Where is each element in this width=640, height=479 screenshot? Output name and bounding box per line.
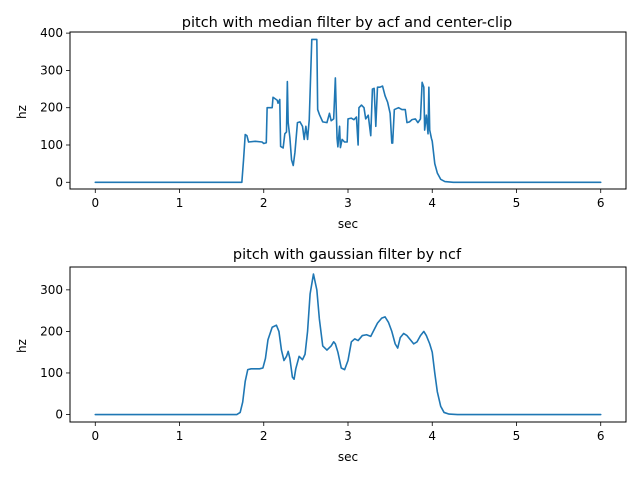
top-x-ticks: 0 1 2 3 4 5 6 (91, 189, 605, 210)
top-x-tick-label: 5 (513, 196, 521, 210)
top-x-tick-label: 0 (91, 196, 99, 210)
bottom-x-tick-label: 4 (428, 429, 436, 443)
top-x-axis-label: sec (338, 217, 358, 231)
top-y-ticks: 0 100 200 300 400 (40, 26, 70, 189)
top-x-tick-label: 4 (428, 196, 436, 210)
bottom-x-tick-label: 6 (597, 429, 605, 443)
bottom-subplot: pitch with gaussian filter by ncf 0 1 2 3 4 5… (15, 247, 627, 464)
bottom-x-ticks: 0 1 2 3 4 5 6 (91, 422, 605, 443)
top-x-tick-label: 6 (597, 196, 605, 210)
bottom-x-tick-label: 5 (513, 429, 521, 443)
bottom-x-axis-label: sec (338, 450, 358, 464)
top-y-tick-label: 0 (55, 175, 63, 189)
top-x-tick-label: 2 (260, 196, 268, 210)
top-y-axis-label: hz (15, 105, 29, 119)
bottom-y-tick-label: 300 (40, 283, 63, 297)
top-subplot: pitch with median filter by acf and cent… (15, 15, 627, 231)
top-pitch-series-line (94, 38, 602, 184)
bottom-y-axis-label: hz (15, 339, 29, 353)
bottom-x-tick-label: 0 (91, 429, 99, 443)
bottom-plot-title: pitch with gaussian filter by ncf (233, 247, 462, 263)
top-y-tick-label: 300 (40, 63, 63, 77)
bottom-y-tick-label: 0 (55, 408, 63, 422)
bottom-y-ticks: 0 100 200 300 (40, 283, 70, 422)
top-y-tick-label: 200 (40, 101, 63, 115)
top-y-tick-label: 100 (40, 138, 63, 152)
bottom-y-tick-label: 100 (40, 366, 63, 380)
bottom-y-tick-label: 200 (40, 324, 63, 338)
bottom-x-tick-label: 1 (176, 429, 184, 443)
bottom-x-tick-label: 3 (344, 429, 352, 443)
top-plot-frame (69, 31, 627, 190)
top-plot-title: pitch with median filter by acf and cent… (182, 15, 512, 31)
bottom-pitch-series-line (94, 273, 602, 416)
bottom-plot-frame (69, 266, 627, 423)
top-x-tick-label: 1 (176, 196, 184, 210)
bottom-x-tick-label: 2 (260, 429, 268, 443)
top-x-tick-label: 3 (344, 196, 352, 210)
top-y-tick-label: 400 (40, 26, 63, 40)
